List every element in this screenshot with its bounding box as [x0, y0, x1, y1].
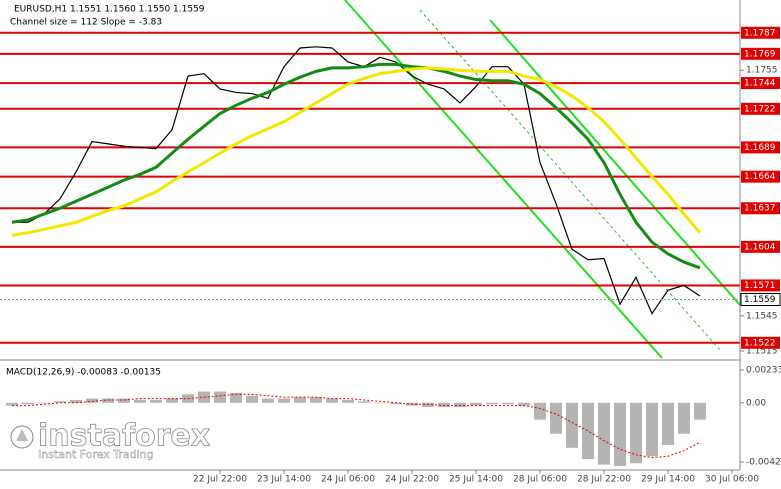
moving-average: [11, 62, 701, 270]
macd-bar: [134, 399, 146, 403]
level-label: 1.1769: [744, 49, 776, 59]
level-label-box: [741, 279, 780, 292]
macd-bar: [54, 401, 66, 403]
level-label-box: [741, 141, 780, 154]
level-label-box: [741, 240, 780, 253]
macd-bar: [70, 399, 82, 403]
macd-bar: [646, 402, 658, 457]
macd-bar: [214, 391, 226, 403]
y-tick-label: 1.1755: [746, 66, 778, 76]
level-label-box: [741, 102, 780, 115]
macd-bar: [150, 399, 162, 403]
price-line: [12, 46, 701, 315]
level-label-box: [741, 26, 780, 39]
watermark-logo: [16, 429, 28, 441]
macd-bar: [102, 398, 114, 403]
level-label: 1.1787: [744, 28, 776, 38]
level-label: 1.1744: [744, 79, 776, 89]
x-tick-label: 24 Jul 22:00: [385, 475, 439, 485]
macd-bar: [374, 402, 386, 404]
macd-bar: [486, 402, 498, 405]
level-label: 1.1664: [744, 172, 776, 182]
macd-bar: [38, 402, 50, 404]
level-label: 1.1522: [744, 338, 776, 348]
macd-bar: [694, 402, 706, 420]
macd-bar: [326, 398, 338, 403]
level-label: 1.1722: [744, 104, 776, 114]
macd-bar: [502, 402, 514, 405]
macd-bar: [310, 397, 322, 403]
y-tick-label: -0.00421: [746, 457, 781, 467]
macd-bar: [422, 402, 434, 407]
channel-line: [344, 0, 663, 359]
level-label-box: [741, 47, 780, 60]
macd-bar: [230, 392, 242, 403]
macd-bar: [582, 402, 594, 460]
macd-bar: [118, 398, 130, 403]
macd-bar: [550, 402, 562, 434]
signal-line: [12, 393, 701, 459]
last-price-label: 1.1559: [744, 295, 776, 305]
channel-line: [489, 19, 741, 306]
macd-bar: [630, 402, 642, 464]
macd-bar: [438, 402, 450, 407]
macd-bar: [662, 402, 674, 445]
macd-bar: [614, 402, 626, 467]
level-label: 1.1571: [744, 281, 776, 291]
plot-layer: 1.1755 1.1545 1.1515 1.1787 1.1769 1.1744 1.17…: [0, 26, 781, 485]
macd-bar: [86, 398, 98, 403]
x-tick-label: 24 Jul 06:00: [321, 475, 375, 485]
macd-bar: [358, 401, 370, 403]
y-tick-label: 1.1515: [746, 346, 778, 356]
macd-bar: [470, 402, 482, 406]
macd-bar: [534, 402, 546, 420]
watermark-tagline: Instant Forex Trading: [38, 448, 154, 461]
macd-bar: [566, 402, 578, 448]
watermark-brand: instaforex: [38, 419, 210, 454]
level-label-box: [741, 336, 780, 349]
macd-bar: [166, 398, 178, 403]
macd-bar: [678, 402, 690, 434]
macd-bar: [6, 402, 18, 406]
macd-title: MACD(12,26,9) -0.00083 -0.00135: [6, 368, 161, 378]
level-label: 1.1637: [744, 204, 776, 214]
level-label: 1.1689: [744, 143, 776, 153]
x-tick-label: 23 Jul 14:00: [257, 475, 311, 485]
macd-bar: [598, 402, 610, 465]
channel: [344, 0, 741, 359]
x-tick-label: 29 Jul 14:00: [641, 475, 695, 485]
y-tick-label: 0.00: [746, 398, 766, 408]
macd-bar: [246, 395, 258, 403]
macd-bar: [278, 398, 290, 403]
macd-bar: [454, 402, 466, 407]
level-label: 1.1604: [744, 242, 776, 252]
x-tick-label: 22 Jul 22:00: [193, 475, 247, 485]
macd-bar: [390, 402, 402, 405]
y-tick-label: 1.1545: [746, 311, 778, 321]
watermark: instaforex Instant Forex Trading: [10, 418, 211, 461]
moving-average: [11, 66, 702, 237]
y-tick-label: 0.00233: [746, 366, 781, 376]
level-label-box: [741, 170, 780, 183]
macd-bar: [262, 398, 274, 403]
macd-bar: [22, 402, 34, 405]
macd-bar: [294, 397, 306, 403]
x-tick-label: 28 Jul 22:00: [577, 475, 631, 485]
macd-bar: [342, 399, 354, 403]
chart-title: EURUSD,H1 1.1551 1.1560 1.1550 1.1559: [14, 5, 205, 15]
x-tick-label: 25 Jul 14:00: [449, 475, 503, 485]
x-tick-label: 28 Jul 06:00: [513, 475, 567, 485]
last-price-box: [740, 293, 781, 307]
x-tick-label: 30 Jul 06:00: [705, 475, 759, 485]
level-label-box: [741, 202, 780, 215]
level-label-box: [741, 77, 780, 90]
macd-bar: [518, 402, 530, 406]
chart-subtitle: Channel size = 112 Slope = -3.83: [10, 18, 162, 28]
